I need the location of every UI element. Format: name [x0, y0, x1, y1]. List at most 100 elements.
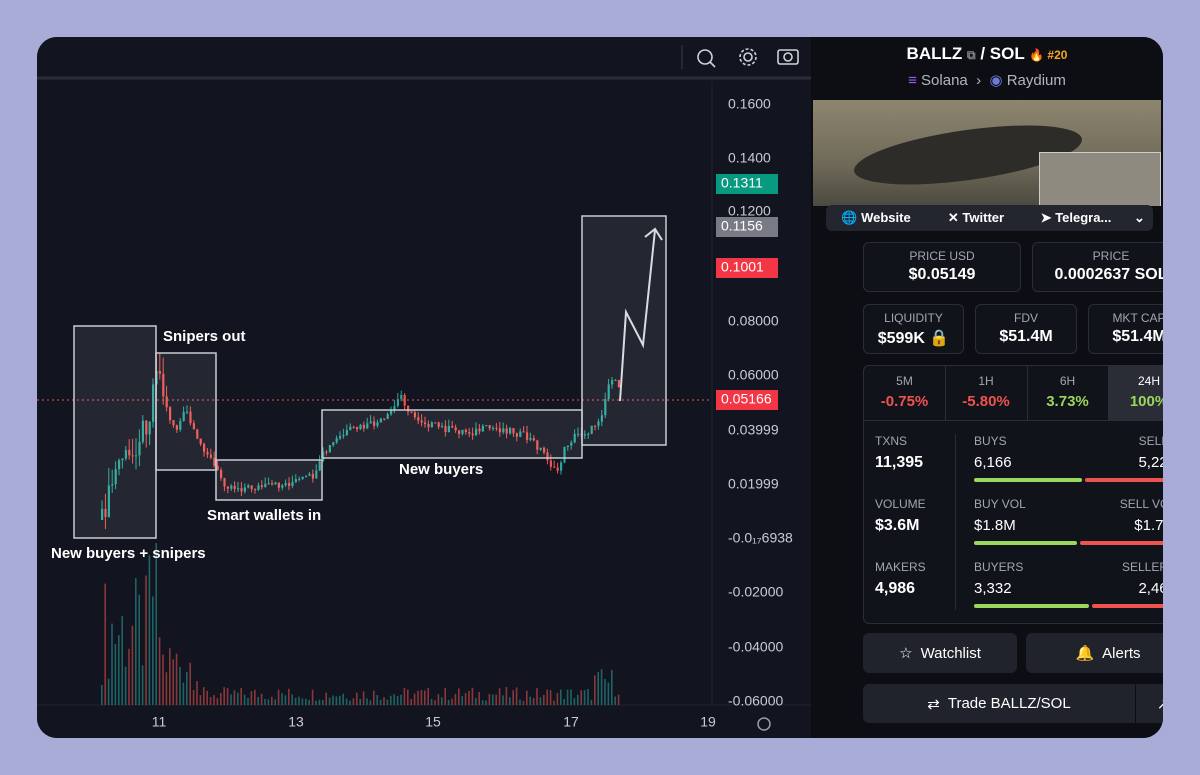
candle-body — [192, 423, 195, 430]
volume-bar — [349, 700, 351, 705]
dex[interactable]: Raydium — [1006, 72, 1066, 89]
y-axis-label: 0.1200 — [728, 203, 771, 219]
change-tab[interactable]: 1H -5.80% — [945, 366, 1028, 421]
candle-body — [451, 426, 454, 428]
alerts-button[interactable]: 🔔 Alerts — [1026, 633, 1163, 673]
candle-body — [600, 415, 603, 422]
candle-body — [485, 425, 488, 427]
volume-bar — [407, 689, 409, 705]
volume-bar — [196, 681, 198, 705]
candle-body — [264, 483, 267, 488]
volume-bar — [573, 698, 576, 705]
candle-body — [267, 483, 270, 485]
candle-body — [403, 394, 406, 406]
candle-body — [196, 429, 199, 439]
volume-bar — [342, 693, 344, 705]
volume-bar — [400, 694, 402, 705]
volume-bar — [274, 699, 276, 705]
volume-bar — [475, 698, 477, 705]
candle-body — [145, 420, 148, 435]
trade-button[interactable]: ⇄ Trade BALLZ/SOL — [863, 684, 1135, 723]
candle-body — [243, 487, 246, 492]
change-tab[interactable]: 24H 100% — [1108, 366, 1163, 421]
candle-body — [532, 438, 535, 441]
volume-bar — [192, 689, 195, 705]
candle-body — [345, 430, 348, 436]
value: $599K 🔒 — [864, 328, 963, 348]
candle-body — [141, 420, 144, 442]
link[interactable]: ➤ Telegra... — [1040, 210, 1112, 225]
more-links[interactable]: ⌄ — [1134, 210, 1145, 225]
candle-body — [148, 421, 151, 435]
candle-body — [587, 433, 590, 435]
price-badge-text: 0.05166 — [721, 391, 772, 407]
candle-body — [373, 421, 376, 426]
volume-bar — [444, 687, 446, 705]
volume-bar — [175, 653, 178, 705]
value: 0.0002637 SOL — [1054, 266, 1163, 283]
volume-bar — [417, 690, 419, 705]
candle-body — [169, 407, 172, 421]
watchlist-button[interactable]: ☆ Watchlist — [863, 633, 1017, 673]
candle-body — [519, 431, 522, 437]
stat-value: $1.7M — [1134, 517, 1163, 534]
candle-body — [186, 411, 189, 413]
candle-body — [277, 482, 280, 488]
open-external[interactable]: ↗ — [1136, 684, 1163, 723]
change-tab[interactable]: 5M -0.75% — [864, 366, 946, 421]
stat-label: SELLS — [1138, 434, 1163, 448]
candle-body — [257, 485, 260, 490]
candle-body — [189, 411, 192, 424]
volume-bar — [403, 688, 406, 705]
volume-bar — [209, 697, 212, 705]
volume-bar — [240, 687, 242, 705]
volume-bar — [549, 690, 552, 705]
volume-bar — [461, 696, 463, 705]
copy-icon[interactable]: ⧉ — [967, 48, 976, 62]
volume-bar — [158, 637, 161, 705]
volume-bar — [179, 666, 181, 705]
volume-bar — [560, 689, 562, 705]
candle-body — [298, 478, 301, 480]
volume-bar — [155, 543, 157, 705]
candle-body — [107, 485, 110, 517]
price-card: PRICE 0.0002637 SOL — [1032, 242, 1163, 292]
x-axis-label: 11 — [152, 714, 167, 730]
stat-value: 6,166 — [974, 454, 1012, 471]
side-panel: BALLZ ⧉ / SOL 🔥 #20 ≡ Solana › ◉ Raydium… — [811, 37, 1163, 738]
volume-bar — [186, 671, 188, 705]
stat-value: $1.8M — [974, 517, 1016, 534]
label: FDV — [1014, 311, 1038, 325]
candle-body — [570, 442, 573, 446]
volume-bar — [332, 695, 334, 705]
settings-icon[interactable] — [757, 717, 771, 731]
price-badge-text: 0.1156 — [721, 218, 763, 234]
candle-body — [441, 425, 444, 427]
link[interactable]: 🌐 Website — [841, 210, 911, 225]
volume-bar — [526, 690, 528, 705]
quote-token: / SOL — [980, 44, 1025, 63]
candle-body — [237, 488, 240, 490]
candle-body — [332, 442, 335, 446]
price-badge-text: 0.1311 — [721, 175, 763, 191]
candle-body — [254, 489, 257, 491]
change-period: 6H — [1059, 374, 1076, 388]
annotation: New buyers — [399, 461, 483, 478]
stat-value: 2,461 — [1138, 580, 1163, 597]
candle-body — [223, 478, 226, 487]
link[interactable]: ✕ Twitter — [947, 210, 1005, 225]
toolbar-icons[interactable] — [697, 48, 799, 68]
change-tab[interactable]: 6H 3.73% — [1027, 366, 1109, 421]
candle-body — [209, 454, 212, 458]
chain[interactable]: Solana — [921, 72, 968, 89]
candle-body — [294, 479, 297, 482]
candle-body — [509, 428, 512, 434]
annotation: Smart wallets in — [207, 507, 321, 524]
candle-body — [291, 481, 294, 486]
candle-body — [396, 399, 399, 406]
stat-label: BUYERS — [974, 560, 1024, 574]
button-text: Trade BALLZ/SOL — [947, 695, 1071, 712]
volume-bar — [267, 699, 270, 705]
volume-bar — [614, 696, 616, 705]
volume-bar — [124, 666, 127, 705]
